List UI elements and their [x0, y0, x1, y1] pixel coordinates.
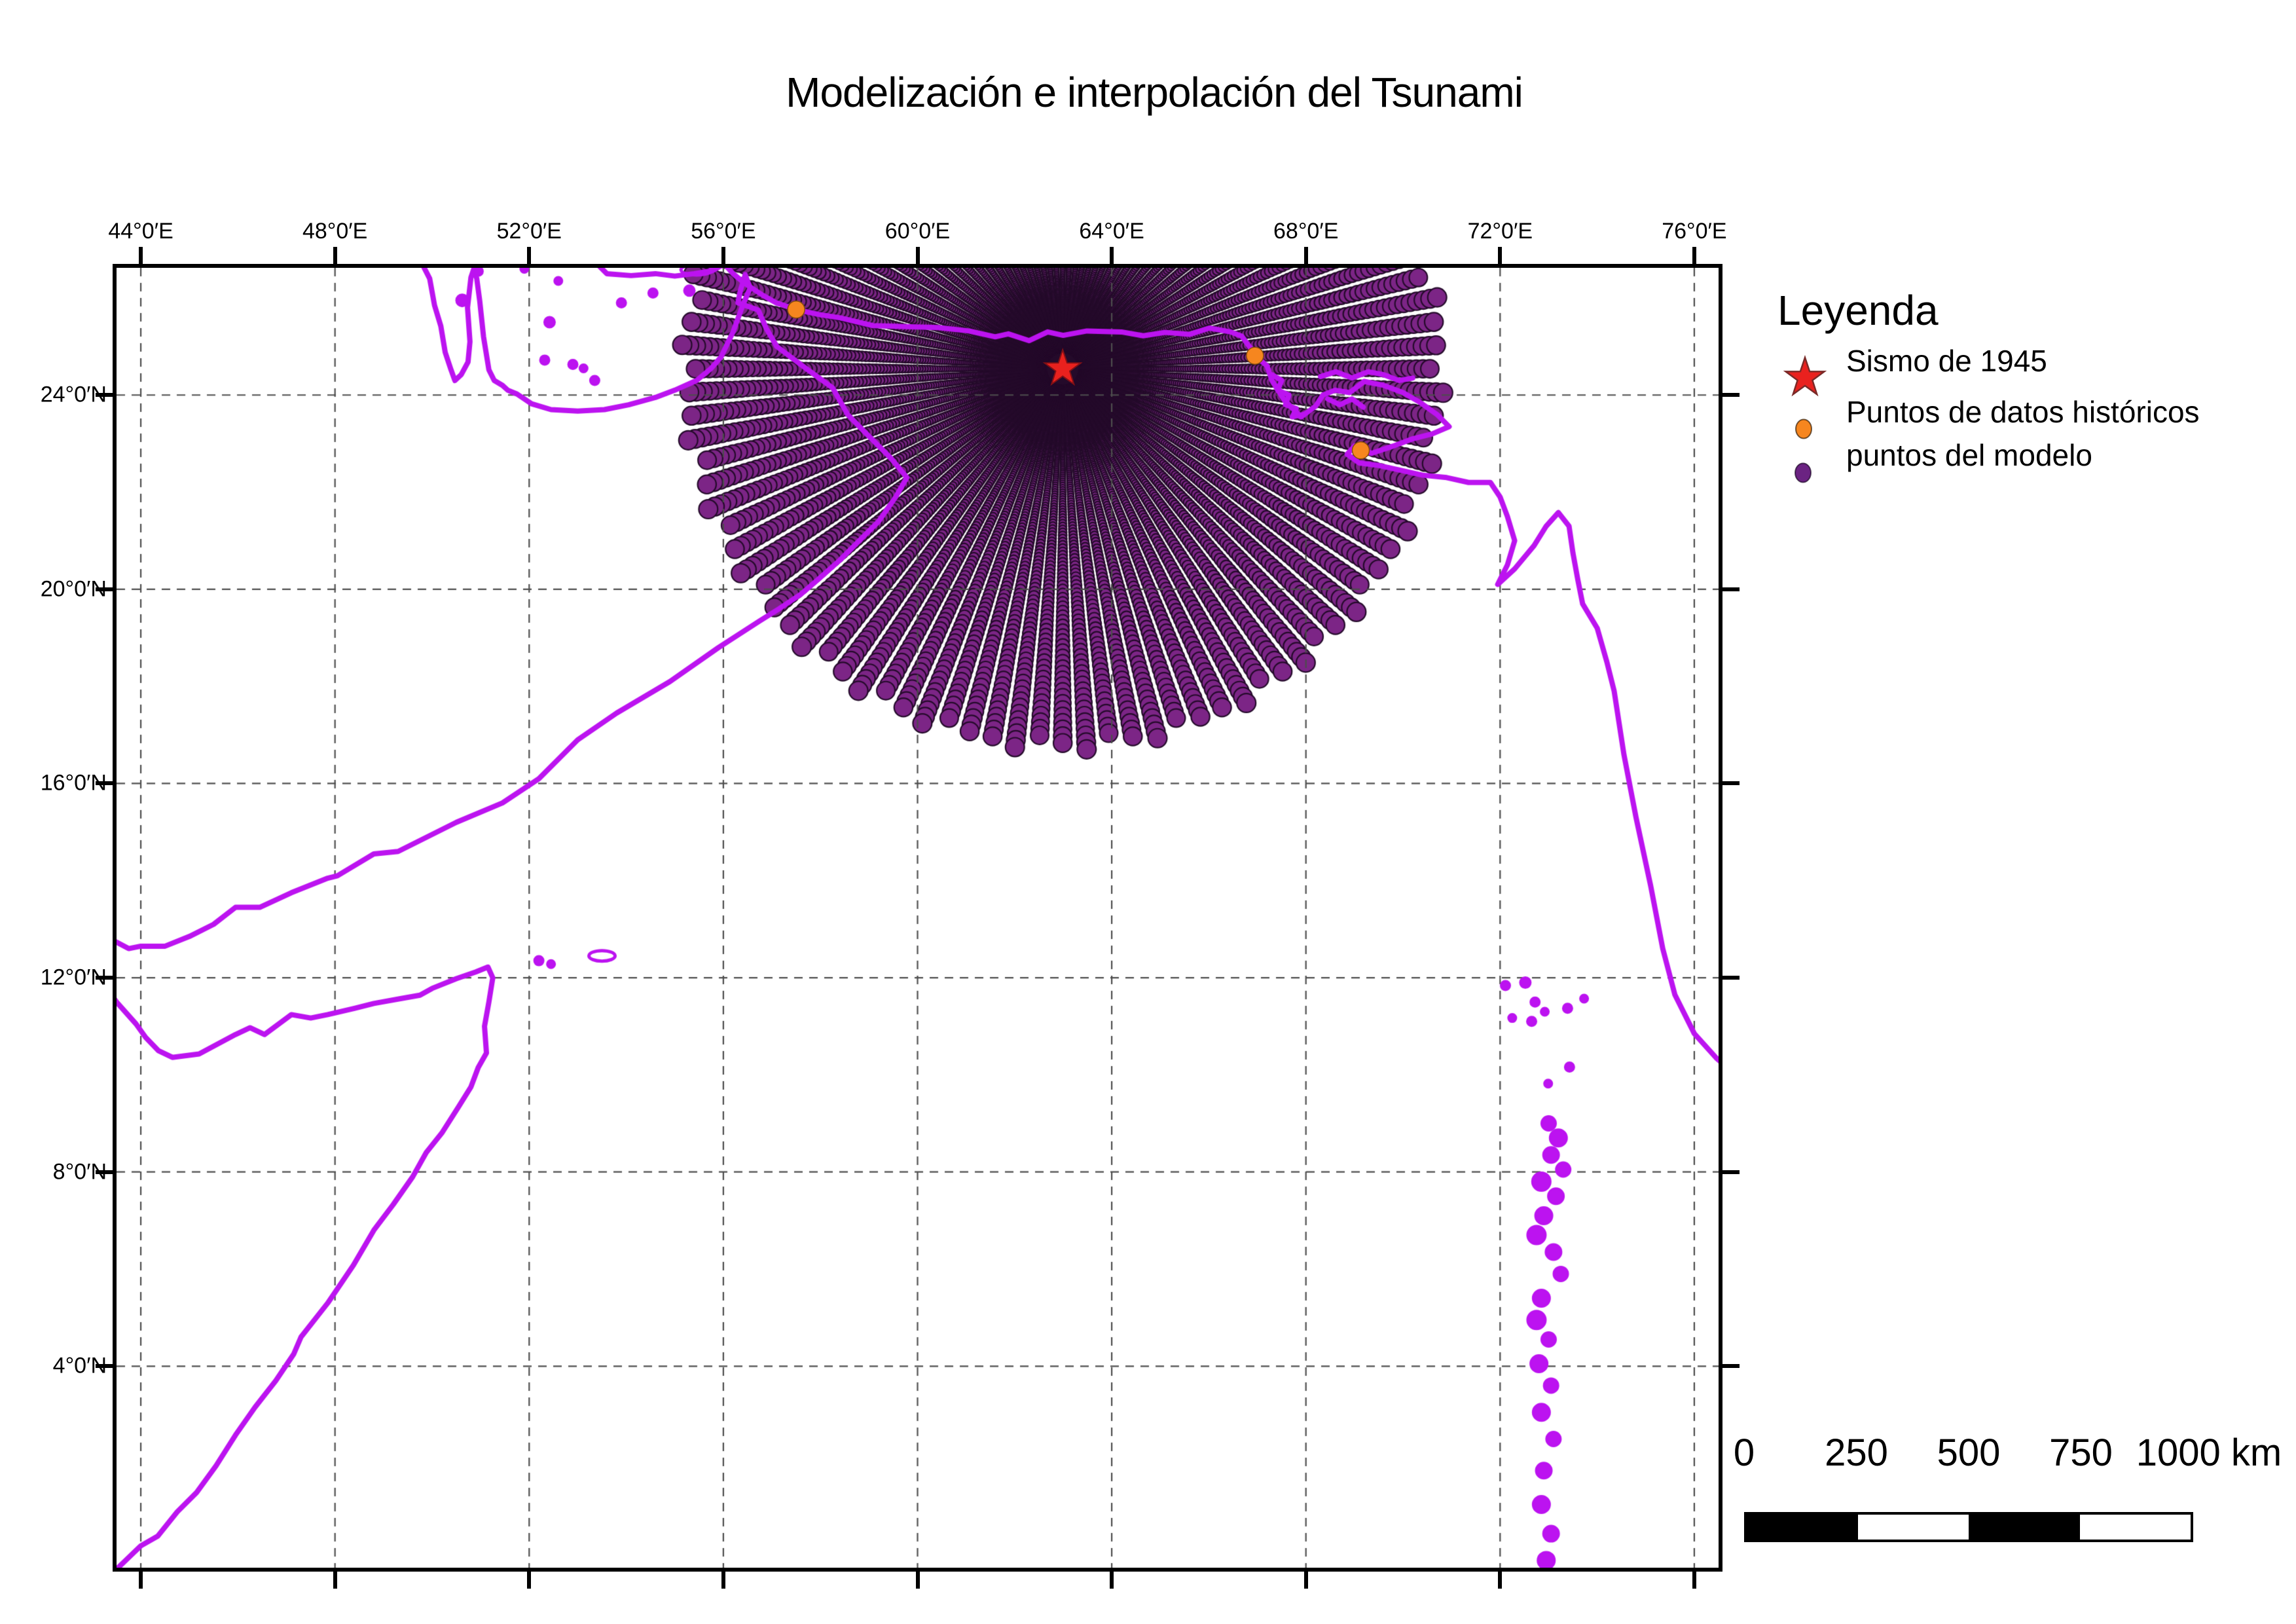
scale-bar-number: 1000 km: [2136, 1431, 2282, 1474]
graticule-tick: [1498, 247, 1503, 264]
graticule-tick: [1692, 1572, 1696, 1589]
axis-label-longitude: 68°0′E: [1273, 219, 1339, 244]
graticule-tick: [96, 781, 113, 786]
scale-bar-number: 0: [1733, 1431, 1755, 1474]
scale-bar-graphic: [1744, 1512, 2193, 1542]
graticule-tick: [1722, 976, 1740, 980]
legend: Leyenda Sismo de 1945 Puntos de datos hi…: [1777, 286, 2200, 483]
graticule-tick: [721, 247, 725, 264]
scale-bar-segment: [1747, 1515, 1858, 1540]
axis-label-latitude: 24°0′N: [40, 382, 107, 407]
axis-label-latitude: 4°0′N: [52, 1353, 107, 1378]
map-title: Modelización e interpolación del Tsunami: [786, 69, 1523, 116]
graticule-tick: [333, 247, 337, 264]
graticule-tick: [915, 1572, 920, 1589]
graticule-tick: [1722, 1364, 1740, 1369]
graticule-tick: [96, 393, 113, 397]
graticule-tick: [527, 247, 532, 264]
axis-label-longitude: 76°0′E: [1662, 219, 1727, 244]
graticule-tick: [1498, 1572, 1503, 1589]
graticule-tick: [1303, 1572, 1308, 1589]
graticule-tick: [721, 1572, 725, 1589]
axis-label-latitude: 12°0′N: [40, 965, 107, 990]
scale-bar-segment: [2079, 1515, 2191, 1540]
star-icon: [1783, 355, 1827, 397]
axis-label-latitude: 16°0′N: [40, 770, 107, 796]
scale-bar-labels: 0 250 500 750 1000 km: [1734, 1431, 2282, 1478]
scale-bar-number: 500: [1937, 1431, 2001, 1474]
graticule-tick: [1110, 1572, 1114, 1589]
axis-label-longitude: 60°0′E: [884, 219, 951, 244]
scale-bar-segment: [1969, 1515, 2080, 1540]
graticule-tick: [333, 1572, 337, 1589]
axis-label-latitude: 20°0′N: [40, 576, 107, 602]
graticule-tick: [915, 247, 920, 264]
legend-title: Leyenda: [1777, 287, 1939, 334]
graticule-tick: [1722, 587, 1740, 591]
graticule-tick: [1110, 247, 1114, 264]
orange-dot-icon: [1795, 418, 1812, 439]
map-layers-canvas: [117, 268, 1719, 1568]
legend-item-label: Puntos de datos históricos: [1846, 395, 2200, 429]
graticule-tick: [1692, 247, 1696, 264]
axis-label-longitude: 64°0′E: [1079, 219, 1144, 244]
axis-label-latitude: 8°0′N: [52, 1159, 107, 1185]
axis-label-longitude: 56°0′E: [691, 219, 756, 244]
axis-label-longitude: 72°0′E: [1467, 219, 1533, 244]
graticule-tick: [96, 1170, 113, 1174]
graticule-tick: [1303, 247, 1308, 264]
historical-data-point: [1351, 441, 1370, 460]
graticule-tick: [139, 1572, 143, 1589]
axis-label-longitude: 44°0′E: [108, 219, 173, 244]
historical-data-point: [1246, 346, 1264, 365]
map-overlay: [787, 301, 1370, 460]
scale-bar: 0 250 500 750 1000 km: [1734, 1431, 2282, 1542]
scale-bar-number: 250: [1825, 1431, 1888, 1474]
axis-label-longitude: 52°0′E: [496, 219, 562, 244]
graticule-tick: [527, 1572, 532, 1589]
graticule-tick: [139, 247, 143, 264]
epicenter-star: [1042, 348, 1083, 386]
scale-bar-number: 750: [2049, 1431, 2113, 1474]
graticule-tick: [1722, 1170, 1740, 1174]
graticule-tick: [1722, 781, 1740, 786]
graticule-tick: [96, 976, 113, 980]
legend-item-label: puntos del modelo: [1846, 438, 2092, 472]
graticule-tick: [1722, 393, 1740, 397]
axis-label-longitude: 48°0′E: [302, 219, 368, 244]
graticule-tick: [96, 587, 113, 591]
legend-item-label: Sismo de 1945: [1846, 344, 2047, 378]
historical-data-point: [787, 301, 805, 319]
purple-dot-icon: [1795, 462, 1812, 483]
scale-bar-segment: [1857, 1515, 1969, 1540]
graticule-tick: [96, 1364, 113, 1369]
map-frame: [113, 264, 1722, 1572]
